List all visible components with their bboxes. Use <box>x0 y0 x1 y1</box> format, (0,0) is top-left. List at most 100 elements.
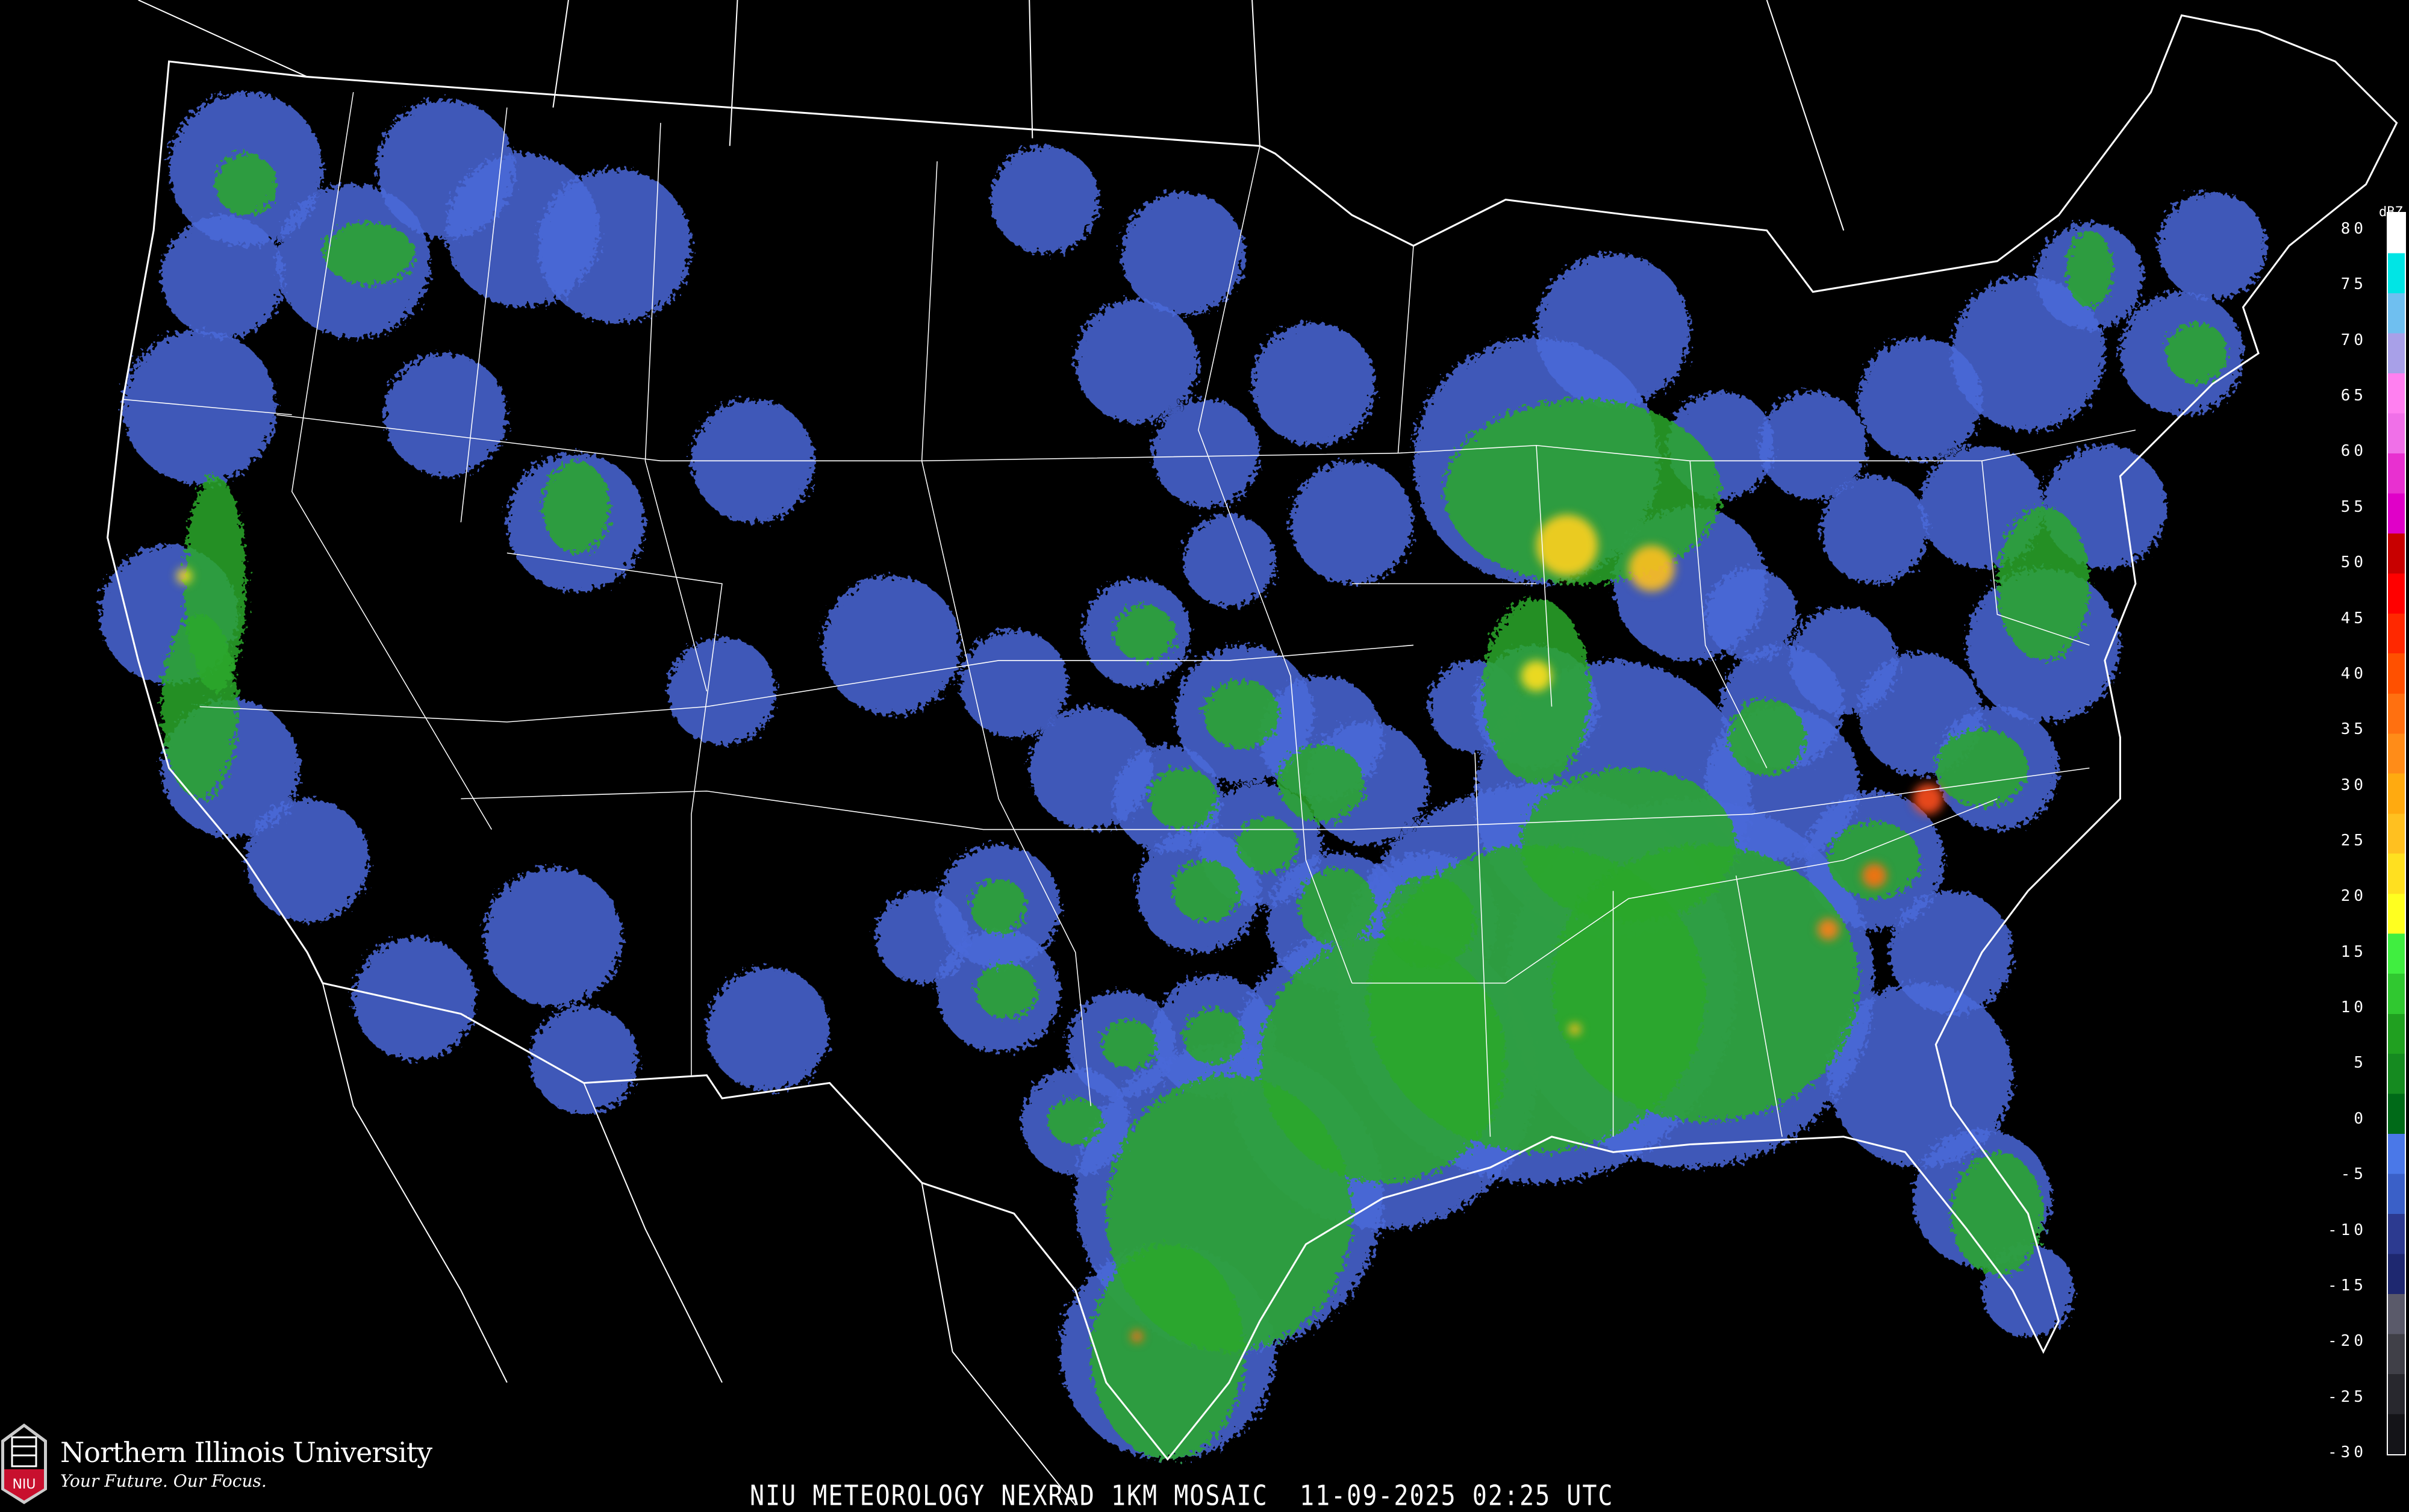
radar-echo-light <box>1820 476 1928 584</box>
radar-echo-light <box>1759 391 1867 500</box>
radar-echo-light <box>706 968 830 1091</box>
radar-echo-moderate <box>1259 937 1506 1183</box>
mexico-boundaries <box>322 983 1076 1505</box>
radar-echo-light <box>161 215 284 338</box>
logo-tagline: Your Future. Our Focus. <box>60 1471 267 1491</box>
radar-echo-light <box>991 146 1099 254</box>
radar-echo-light <box>876 891 968 983</box>
legend-tick-label: 80 <box>2340 220 2367 238</box>
radar-echo-moderate <box>1382 876 1475 968</box>
legend-tick-label: 45 <box>2340 609 2367 627</box>
state-boundary <box>1735 875 1783 1137</box>
legend-tick-label: -5 <box>2340 1165 2367 1184</box>
radar-echo-moderate <box>1091 1244 1245 1460</box>
legend-tick-label: 40 <box>2340 664 2367 683</box>
radar-echo-moderate <box>1444 399 1721 584</box>
state-boundary <box>506 552 723 1075</box>
state-boundary <box>1397 246 1414 453</box>
radar-echo-light <box>1075 299 1198 423</box>
radar-echo-moderate <box>1278 745 1365 822</box>
radar-echo-moderate <box>971 879 1027 935</box>
radar-echo-moderate <box>1114 605 1176 661</box>
radar-echo-moderate <box>2066 230 2113 308</box>
radar-echo-moderate <box>1183 1009 1245 1065</box>
us-coastline-border <box>107 14 2398 1461</box>
legend-tick-label: 55 <box>2340 497 2367 516</box>
radar-echo-light <box>1252 322 1376 446</box>
state-boundary <box>1474 752 1491 1137</box>
radar-echo-moderate <box>975 963 1037 1019</box>
radar-echo-light <box>1290 461 1413 584</box>
legend-tick-label: 65 <box>2340 387 2367 405</box>
radar-echo-moderate <box>1203 680 1280 748</box>
legend-tick-label: 20 <box>2340 887 2367 906</box>
dbz-color-legend: dBZ 80757065605550454035302520151050-5-1… <box>2328 205 2409 1469</box>
legend-tick-label: 10 <box>2340 998 2367 1017</box>
radar-echo-moderate <box>1047 1098 1103 1145</box>
state-boundary <box>1981 461 2090 646</box>
radar-echo-light <box>821 576 961 715</box>
legend-tick-label: 60 <box>2340 442 2367 461</box>
legend-tick-label: 50 <box>2340 553 2367 572</box>
legend-tick-label: 30 <box>2340 776 2367 794</box>
state-boundary <box>199 644 1414 723</box>
radar-echo-heavy <box>1628 545 1675 592</box>
radar-echo-light <box>537 169 691 323</box>
radar-echo-moderate <box>542 461 610 553</box>
logo-university-name: Northern Illinois University <box>60 1436 432 1469</box>
radar-echo-light <box>960 629 1068 738</box>
state-boundary <box>460 107 508 523</box>
radar-echo-light <box>1121 191 1245 315</box>
radar-echo-light <box>384 353 507 476</box>
radar-echo-moderate <box>1951 1152 2043 1275</box>
legend-tick-label: -30 <box>2328 1443 2367 1461</box>
radar-echo-moderate <box>1172 860 1240 922</box>
legend-tick-label: 0 <box>2354 1109 2367 1128</box>
legend-tick-label: 75 <box>2340 275 2367 294</box>
map-boundaries <box>107 0 2398 1505</box>
radar-echo-light <box>1183 514 1276 607</box>
canada-boundaries <box>138 0 1845 231</box>
radar-echo-light <box>1152 399 1260 507</box>
radar-echo-heavy <box>1130 1330 1143 1343</box>
legend-tick-label: -10 <box>2328 1221 2367 1239</box>
legend-tick-label: -20 <box>2328 1332 2367 1351</box>
legend-tick-label: -15 <box>2328 1276 2367 1295</box>
svg-text:NIU: NIU <box>12 1477 36 1492</box>
state-boundary <box>921 161 1091 1106</box>
radar-echo-moderate <box>1936 729 2028 807</box>
radar-echo-light <box>530 1006 638 1114</box>
state-boundary <box>291 92 492 830</box>
legend-tick-label: 70 <box>2340 331 2367 349</box>
legend-tick-label: 25 <box>2340 832 2367 850</box>
radar-echo-light <box>123 330 277 484</box>
radar-echo-moderate <box>322 222 415 284</box>
radar-echo-moderate <box>1997 506 2090 661</box>
radar-echo-heavy <box>176 568 192 584</box>
radar-echo-heavy <box>1536 514 1598 576</box>
radar-echo-moderate <box>215 154 277 216</box>
radar-echo-moderate <box>1298 868 1376 945</box>
legend-tick-label: 35 <box>2340 720 2367 739</box>
state-boundary <box>1689 461 1768 768</box>
legend-tick-label: -25 <box>2328 1387 2367 1406</box>
radar-echo-moderate <box>1482 599 1591 784</box>
radar-echo-moderate <box>1236 817 1298 873</box>
radar-echo-heavy <box>1913 783 1944 815</box>
radar-echo-moderate <box>1551 845 1859 1122</box>
radar-echo-heavy <box>1568 1022 1581 1036</box>
legend-tick-label: 15 <box>2340 942 2367 961</box>
radar-echo-light <box>353 937 476 1060</box>
radar-echo-light <box>1859 338 1982 461</box>
radar-echo-heavy <box>1862 863 1887 888</box>
radar-echo-light <box>246 798 369 922</box>
radar-echo-light <box>484 868 623 1006</box>
state-boundary <box>1198 146 1353 983</box>
radar-echo-moderate <box>1102 1019 1157 1069</box>
state-boundary <box>461 767 2090 830</box>
legend-color-bar <box>2387 212 2406 1455</box>
radar-echo-moderate <box>1149 768 1217 830</box>
map-title: NIU METEOROLOGY NEXRAD 1KM MOSAIC 11-09-… <box>750 1480 1614 1512</box>
state-boundary <box>1536 445 1553 707</box>
